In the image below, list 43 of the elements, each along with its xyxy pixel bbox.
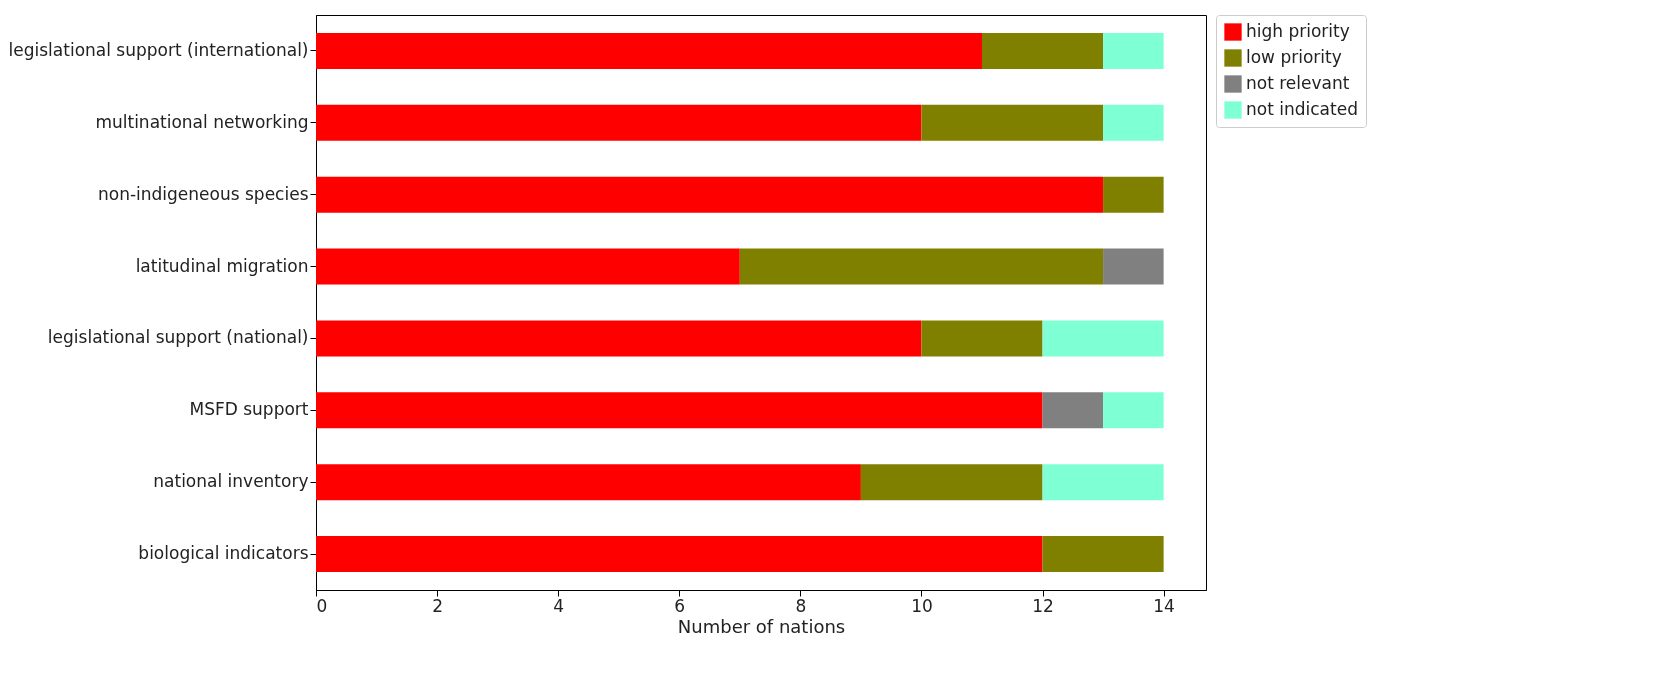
bar — [921, 320, 1043, 357]
y-tick-label: non-indigeneous species — [97, 183, 309, 204]
legend-label: not relevant — [1246, 73, 1350, 93]
bar — [981, 32, 1104, 69]
bar — [1103, 176, 1164, 213]
bar — [1103, 248, 1164, 285]
y-tick-label: biological indicators — [138, 543, 309, 564]
y-tick-label: legislational support (national) — [47, 327, 309, 348]
bar — [316, 176, 1104, 213]
bar — [316, 104, 922, 141]
legend-label: not indicated — [1246, 99, 1358, 119]
bar — [316, 32, 982, 69]
y-tick-label: national inventory — [153, 471, 309, 492]
bar — [860, 464, 1043, 501]
bar — [316, 320, 922, 357]
bar — [1103, 104, 1164, 141]
x-tick-label: 12 — [1032, 595, 1054, 616]
bar — [316, 248, 740, 285]
bar — [316, 392, 1043, 429]
y-tick-label: MSFD support — [189, 399, 309, 420]
x-tick-label: 10 — [911, 595, 933, 616]
bar — [921, 104, 1104, 141]
x-tick-label: 0 — [316, 595, 328, 616]
x-tick-label: 8 — [795, 595, 807, 616]
y-tick-label: legislational support (international) — [8, 39, 309, 60]
y-tick-label: multinational networking — [95, 111, 309, 132]
bar — [1042, 536, 1164, 573]
bar — [316, 536, 1043, 573]
bar — [316, 464, 861, 501]
y-tick-label: latitudinal migration — [135, 255, 309, 276]
x-tick-label: 6 — [674, 595, 686, 616]
bar — [1042, 320, 1164, 357]
bar — [1103, 392, 1164, 429]
bar — [1103, 32, 1164, 69]
legend-label: high priority — [1246, 21, 1350, 41]
legend-label: low priority — [1246, 47, 1342, 67]
x-axis-title: Number of nations — [677, 615, 846, 637]
bar — [1042, 464, 1164, 501]
bar — [1042, 392, 1104, 429]
x-tick-label: 14 — [1153, 595, 1175, 616]
x-tick-label: 2 — [432, 595, 443, 616]
bar — [739, 248, 1104, 285]
x-tick-label: 4 — [553, 595, 565, 616]
